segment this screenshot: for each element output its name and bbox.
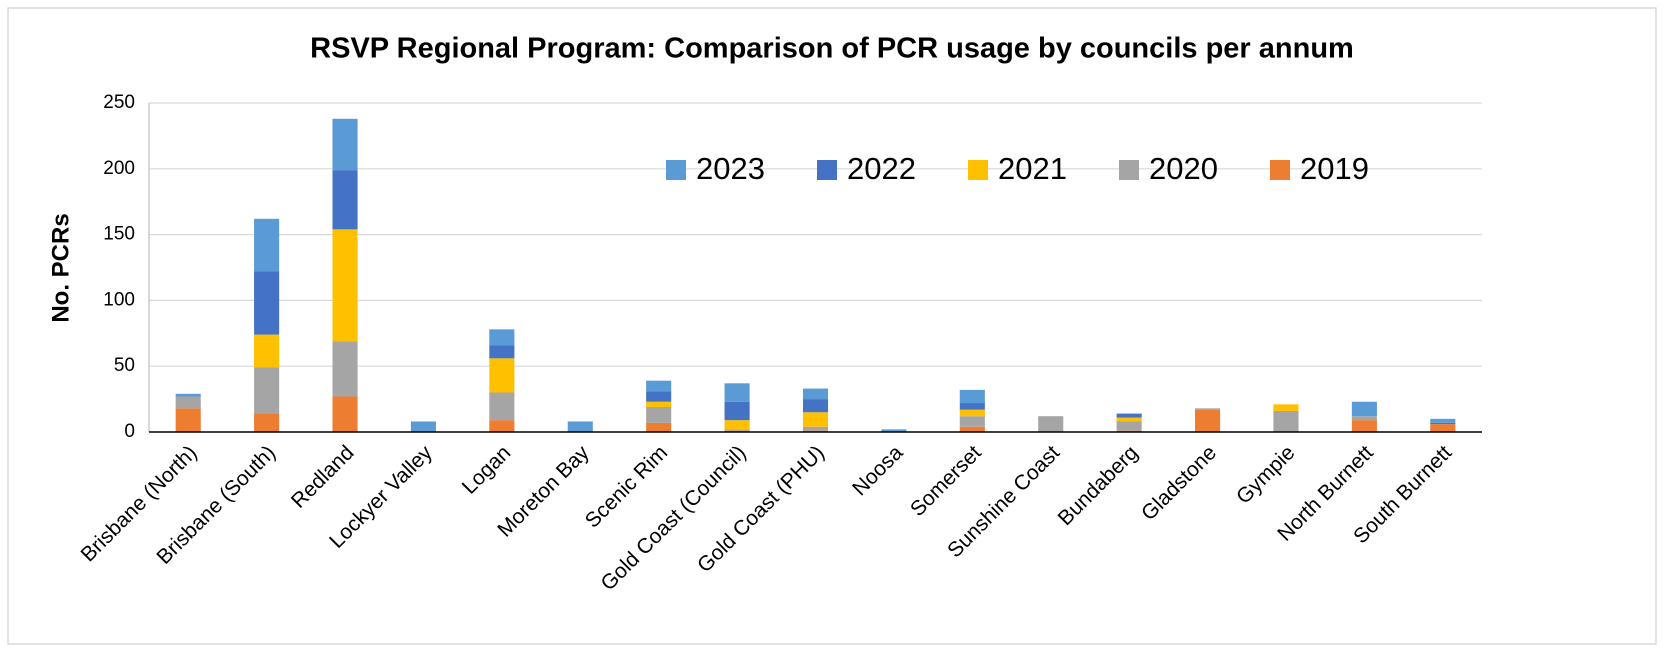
legend-label: 2022 [847,151,916,186]
y-tick-label: 200 [103,158,135,179]
legend-label: 2021 [998,151,1067,186]
bar-segment [1195,408,1221,410]
legend-swatch [666,160,686,180]
bar-segment [410,421,436,432]
y-tick-label: 250 [103,92,135,113]
legend-swatch [968,160,988,180]
chart-border [7,7,1657,645]
bar-segment [1273,410,1299,432]
bar-segment [1116,413,1142,418]
bar-segment [1351,416,1377,421]
bar-segment [175,396,201,409]
bar-segment [1430,418,1456,423]
bar-segment [802,388,829,400]
legend-swatch [817,160,837,180]
y-tick-label: 150 [103,224,135,245]
bar-segment [254,413,280,432]
bar-segment [489,420,515,432]
bar-segment [724,401,750,421]
bar-segment [881,429,907,432]
bar-segment [489,392,515,421]
bar-segment [724,420,750,430]
bar-segment [489,345,515,359]
bar-segment [254,367,280,414]
bar-segment [1273,404,1299,411]
chart-title: RSVP Regional Program: Comparison of PCR… [310,33,1354,65]
bar-segment [646,401,672,407]
bar-segment [959,426,985,432]
y-tick-label: 100 [103,289,135,310]
bar-segment [1351,420,1377,432]
y-axis-label: No. PCRs [47,213,74,322]
bar-segment [1430,422,1456,425]
bar-segment [489,358,515,393]
y-tick-label: 0 [124,421,135,442]
bar-segment [1430,424,1456,432]
bar-segment [959,389,985,404]
bar-segment [724,429,750,431]
bar-segment [332,341,358,397]
legend-label: 2020 [1149,151,1218,186]
bar-segment [332,118,358,171]
bar-segment [802,399,829,413]
bar-segment [802,412,829,427]
legend-swatch [1119,160,1139,180]
bar-segment [1116,417,1142,422]
bar-segment [646,422,672,432]
bar-segment [254,334,280,368]
bar-segment [175,393,201,397]
bar-segment [1038,416,1064,432]
bar-segment [567,421,593,432]
bar-segment [489,329,515,346]
bar-segment [959,416,985,427]
bar-segment [646,406,672,423]
bar-segment [1351,401,1377,417]
bar-segment [646,380,672,392]
y-tick-label: 50 [114,355,135,376]
bar-segment [254,218,280,272]
bar-segment [332,170,358,230]
bar-segment [959,403,985,410]
bar-segment [724,383,750,402]
bar-segment [332,229,358,342]
bar-segment [254,271,280,335]
bar-segment [332,396,358,432]
bar-segment [1116,421,1142,431]
bar-segment [646,391,672,402]
bar-segment [1195,409,1221,432]
legend-swatch [1270,160,1290,180]
bar-segment [802,426,829,431]
bar-segment [175,408,201,432]
bar-segment [959,409,985,417]
legend-label: 2019 [1300,151,1369,186]
legend-label: 2023 [696,151,765,186]
